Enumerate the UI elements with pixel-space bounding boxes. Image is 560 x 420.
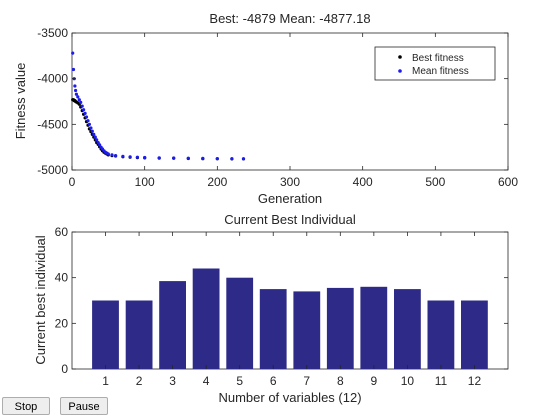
mean-fitness-point	[106, 152, 110, 156]
mean-fitness-point	[92, 132, 96, 136]
y-tick-label: -5000	[37, 163, 68, 177]
mean-fitness-point	[95, 138, 99, 142]
x-tick-label: 200	[207, 175, 227, 189]
mean-fitness-point	[201, 156, 205, 160]
mean-fitness-point	[86, 119, 90, 123]
fitness-plot-xlabel: Generation	[258, 191, 322, 206]
fitness-plot-title: Best: -4879 Mean: -4877.18	[209, 11, 370, 26]
x-tick-label: 600	[498, 175, 518, 189]
mean-fitness-point	[143, 155, 147, 160]
variable-bar	[259, 289, 287, 369]
fitness-plot-legend: Best fitness Mean fitness	[374, 46, 496, 81]
mean-fitness-point	[74, 88, 78, 93]
pause-button[interactable]: Pause	[60, 397, 108, 415]
variable-bar	[226, 277, 254, 369]
fitness-plot-ylabel: Fitness value	[13, 63, 28, 140]
variable-bar	[427, 300, 455, 369]
legend-best-label: Best fitness	[412, 53, 464, 64]
x-tick-label: 6	[270, 374, 277, 388]
legend-box	[374, 46, 496, 81]
legend-best-marker	[398, 55, 402, 59]
mean-fitness-point	[135, 155, 139, 159]
x-tick-label: 5	[236, 374, 243, 388]
x-tick-label: 2	[136, 374, 143, 388]
variable-bar	[293, 291, 321, 369]
y-tick-label: -4500	[37, 117, 68, 131]
mean-fitness-point	[241, 157, 246, 161]
variable-bar	[92, 300, 119, 369]
x-tick-label: 0	[69, 175, 76, 189]
mean-fitness-point	[215, 157, 219, 161]
mean-fitness-point	[74, 92, 78, 96]
best-individual-title: Current Best Individual	[224, 212, 356, 227]
best-individual-bars	[92, 268, 488, 369]
best-individual-ylabel: Current best individual	[33, 235, 48, 364]
mean-fitness-point	[93, 135, 97, 139]
mean-fitness-point	[110, 153, 114, 157]
best-individual-xlabel: Number of variables (12)	[218, 390, 361, 405]
x-tick-label: 7	[303, 374, 310, 388]
x-tick-label: 4	[203, 374, 210, 388]
mean-fitness-point	[121, 154, 125, 158]
mean-fitness-point	[77, 98, 81, 102]
variable-bar	[125, 300, 153, 369]
mean-fitness-point	[157, 156, 161, 160]
y-tick-label: -3500	[37, 26, 68, 40]
x-tick-label: 10	[401, 374, 415, 388]
mean-fitness-point	[96, 141, 100, 145]
fitness-plot-ticks: 0 100 200 300 400 500 600 -5000 -4500 -4000 -3500	[37, 26, 518, 189]
mean-fitness-point	[87, 122, 91, 126]
mean-fitness-point	[83, 111, 87, 115]
y-tick-label: -4000	[37, 72, 68, 86]
mean-fitness-point	[73, 84, 77, 88]
x-tick-label: 100	[135, 175, 155, 189]
mean-fitness-point	[84, 115, 89, 119]
best-individual-plot: Current Best Individual 1 2 3 4 5 6 7 8 9 10 11 120…	[33, 212, 509, 405]
mean-fitness-point	[82, 108, 86, 112]
y-tick-label: 0	[61, 362, 68, 376]
mean-fitness-point	[186, 156, 190, 160]
y-tick-label: 60	[55, 225, 69, 239]
mean-fitness-point	[90, 129, 94, 133]
legend-mean-label: Mean fitness	[412, 66, 469, 77]
mean-fitness-point	[98, 143, 102, 147]
y-tick-label: 40	[55, 271, 69, 285]
x-tick-label: 500	[425, 175, 445, 189]
x-tick-label: 11	[435, 374, 448, 388]
x-tick-label: 300	[280, 175, 300, 189]
mean-fitness-point	[71, 67, 76, 72]
legend-mean-marker	[398, 69, 402, 73]
mean-fitness-point	[80, 104, 84, 108]
mean-fitness-point	[172, 156, 176, 160]
variable-bar	[394, 289, 421, 369]
x-tick-label: 400	[353, 175, 373, 189]
variable-bar	[461, 300, 488, 369]
variable-bar	[360, 286, 388, 369]
variable-bar	[192, 268, 220, 369]
x-tick-label: 12	[468, 374, 482, 388]
mean-fitness-point	[76, 95, 80, 99]
variable-bar	[326, 287, 354, 369]
mean-fitness-point	[230, 157, 234, 161]
stop-button[interactable]: Stop	[2, 397, 50, 415]
mean-fitness-point	[89, 126, 93, 130]
x-tick-label: 9	[371, 374, 378, 388]
variable-bar	[159, 281, 186, 369]
y-tick-label: 20	[55, 316, 69, 330]
x-tick-label: 8	[337, 374, 344, 388]
mean-fitness-point	[128, 155, 132, 159]
x-tick-label: 1	[102, 374, 109, 388]
mean-fitness-point	[71, 51, 75, 55]
mean-fitness-point	[79, 100, 83, 104]
x-tick-label: 3	[169, 374, 176, 388]
fitness-plot: Best: -4879 Mean: -4877.18 0 100 200 300 400…	[13, 11, 518, 206]
mean-fitness-point	[114, 154, 118, 158]
fitness-plot-marks	[71, 51, 246, 161]
